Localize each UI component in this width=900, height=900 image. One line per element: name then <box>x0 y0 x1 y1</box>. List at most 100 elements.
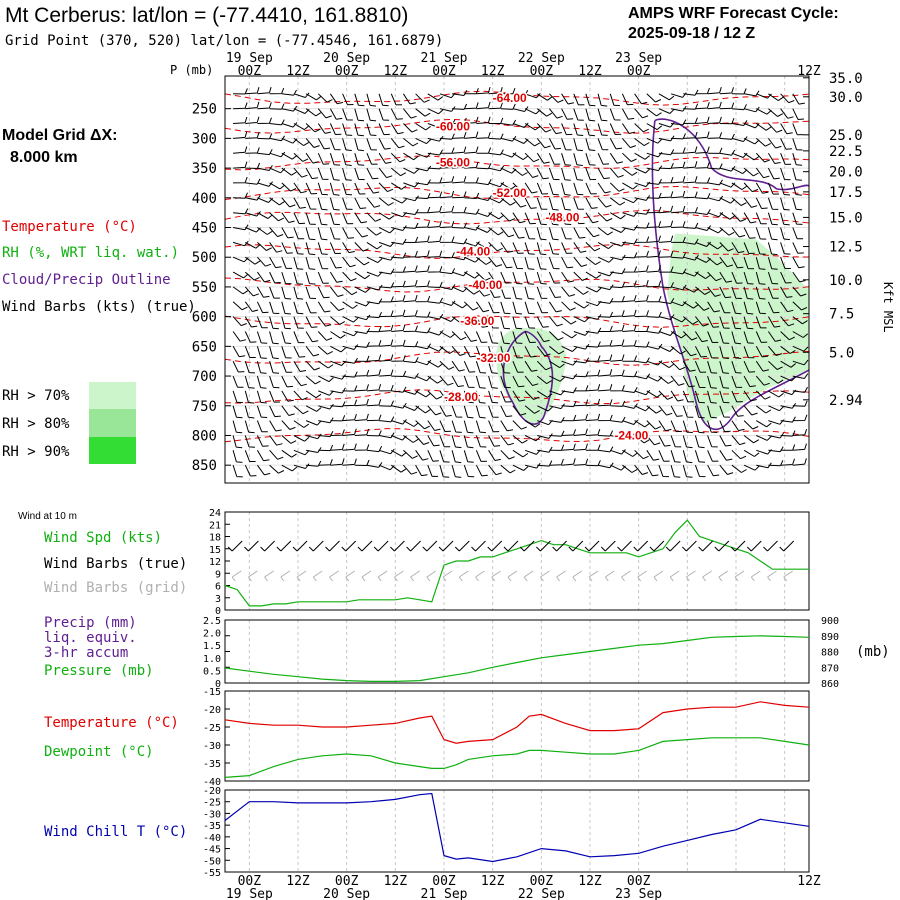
wind-barb <box>512 435 528 444</box>
wind-barb <box>232 375 244 388</box>
wind-barb <box>719 375 730 389</box>
wind-barb <box>561 167 571 181</box>
wind-barb <box>452 206 467 214</box>
wind-barb <box>232 405 243 419</box>
wind-barb <box>366 153 378 165</box>
wind-barb <box>780 138 792 150</box>
wind-barb <box>792 458 807 466</box>
wind-barb <box>561 93 574 105</box>
wind-barb <box>378 212 395 220</box>
wind-barb <box>415 420 431 430</box>
time-tick-label: 12Z <box>578 874 602 889</box>
wind-barb <box>439 390 453 402</box>
panel-y-tick-label: -25 <box>203 798 221 809</box>
wind-barb <box>427 205 442 214</box>
wind-barb <box>475 316 489 328</box>
wind-barb <box>731 88 747 95</box>
wind-barb <box>512 182 528 192</box>
wind-barb <box>281 390 294 402</box>
temperature-contour-label: -40.00 <box>468 278 502 292</box>
wind-barb <box>318 360 334 369</box>
wind-barb <box>658 220 674 228</box>
day-label: 19 Sep <box>226 51 273 66</box>
wind-barb <box>512 212 526 224</box>
temperature-label: Temperature (°C) <box>44 715 179 731</box>
height-tick-label: 2.94 <box>829 393 863 409</box>
wind-barb <box>354 271 370 280</box>
wind-barb <box>609 138 623 150</box>
wind-barb <box>281 122 298 128</box>
wind-barb <box>366 241 383 250</box>
wind-barb <box>269 271 281 284</box>
wind-barb <box>646 206 662 214</box>
wind-barb <box>524 360 538 372</box>
wind-barb <box>695 146 710 154</box>
wind-barb <box>792 93 805 105</box>
wind-barb <box>318 444 334 452</box>
wind-barb <box>792 301 808 311</box>
wind-barb <box>257 256 272 267</box>
wind-barb <box>597 212 613 222</box>
time-tick-label: 00Z <box>335 64 359 79</box>
wind-barb <box>233 161 248 169</box>
panel-y-tick-label: -30 <box>203 809 221 820</box>
wind-barb-10m <box>308 540 324 552</box>
wind-barb <box>597 182 611 194</box>
wind-barb <box>342 413 357 422</box>
wind-barb <box>305 331 319 343</box>
temperature-contour-label: -44.00 <box>456 244 490 258</box>
wind-barb <box>524 242 535 255</box>
wind-barb <box>366 197 381 208</box>
legend-cloud: Cloud/Precip Outline <box>2 272 171 288</box>
wind-barb-10m <box>438 540 454 552</box>
time-tick-label: 00Z <box>238 874 262 889</box>
legend-rh-80-swatch <box>89 409 136 437</box>
wind-barb <box>354 153 365 166</box>
wind-barb <box>512 405 527 416</box>
wind-barb <box>464 271 480 279</box>
wind-barb <box>585 428 601 436</box>
time-tick-label: 00Z <box>432 64 456 79</box>
wind-barb <box>476 116 491 124</box>
wind-barb <box>719 405 730 418</box>
wind-barb <box>707 241 723 250</box>
wind-barb <box>439 420 451 432</box>
wind-barb <box>548 197 559 211</box>
precip-label: Precip (mm) <box>44 615 137 631</box>
wind-barb <box>512 361 524 373</box>
precip-tick-label: 1.5 <box>203 641 221 652</box>
wind-barb <box>293 346 306 358</box>
wind-barb <box>415 221 430 228</box>
wind-barb <box>464 241 480 247</box>
wind-barb <box>646 327 663 334</box>
wind-barb-grid <box>312 570 323 582</box>
wind-barb <box>731 182 748 191</box>
wind-barb <box>451 420 462 433</box>
pressure-tick-label: 750 <box>192 399 217 415</box>
wind-barb <box>330 331 346 339</box>
wind-barb <box>634 310 649 318</box>
wind-barb <box>756 93 772 99</box>
wind-barb-grid <box>523 570 534 582</box>
wind-barb-grid <box>296 570 307 582</box>
wind-barb <box>743 123 760 129</box>
wind-barb <box>451 331 467 341</box>
wind-barb-10m <box>260 540 275 552</box>
wind-barb <box>391 309 406 318</box>
wind-barb <box>707 179 723 186</box>
wind-barb <box>597 138 609 151</box>
wind-barb <box>512 346 523 359</box>
wind-barb <box>342 138 352 151</box>
wind-barb-10m <box>682 540 697 552</box>
wind-barb <box>536 123 552 133</box>
wind-barb <box>439 435 451 448</box>
wind-barb <box>598 339 613 347</box>
wind-barb <box>731 301 742 315</box>
wind-barb <box>269 331 279 345</box>
wind-barbs-grid-label: Wind Barbs (grid) <box>44 580 187 596</box>
wind-barb <box>293 137 309 147</box>
wind-barb <box>682 360 696 372</box>
wind-barb <box>475 405 486 419</box>
dewpoint-label: Dewpoint (°C) <box>44 744 154 760</box>
wind-barb <box>670 345 686 355</box>
